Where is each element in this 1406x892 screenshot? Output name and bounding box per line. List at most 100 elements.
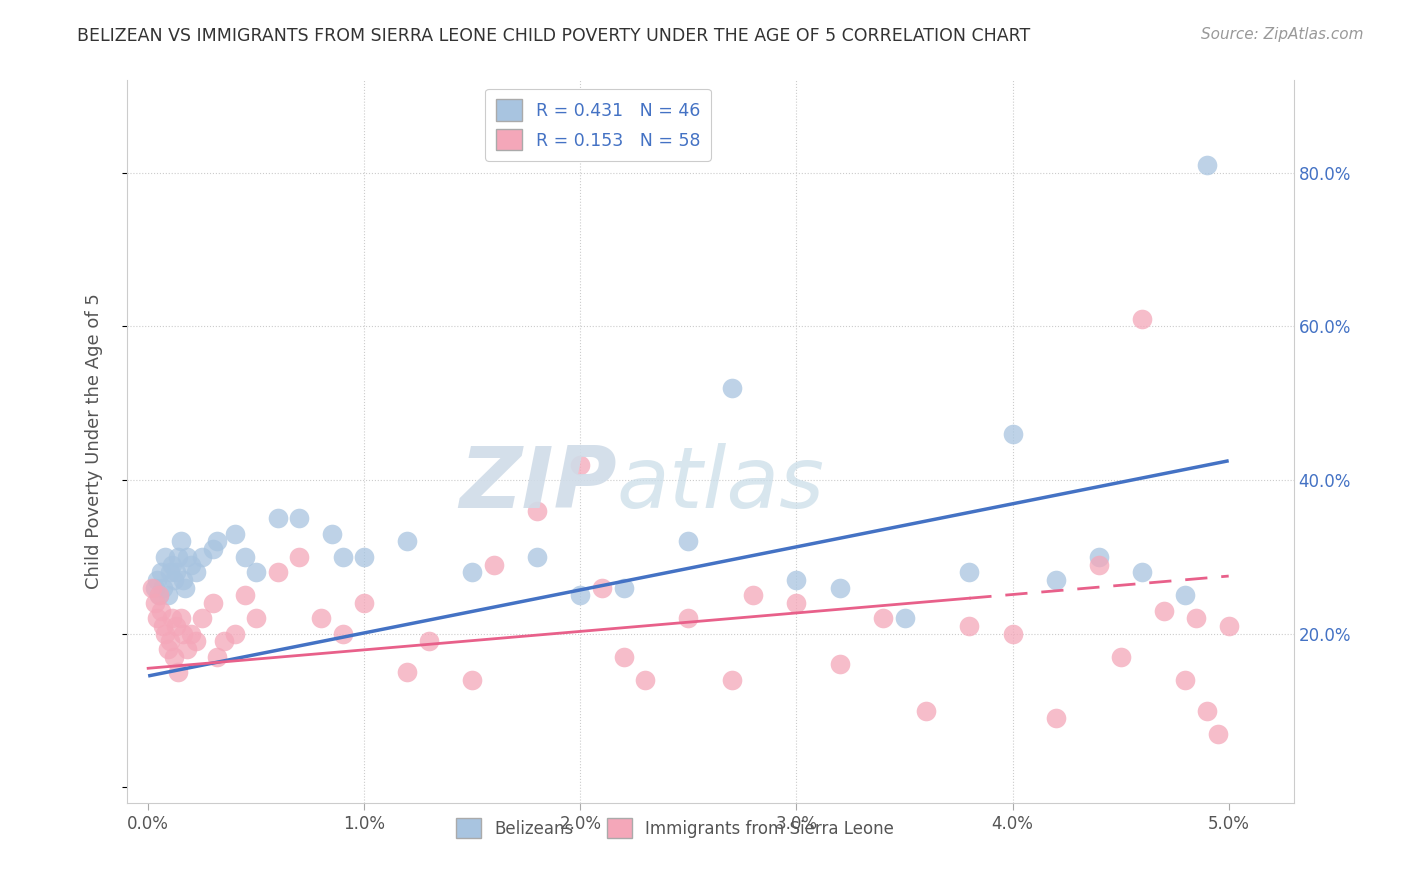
Point [569,588,592,602]
Point [396,534,419,549]
Point [742,588,765,602]
Point [174,581,197,595]
Point [915,704,938,718]
Point [184,565,207,579]
Legend: Belizeans, Immigrants from Sierra Leone: Belizeans, Immigrants from Sierra Leone [450,812,901,845]
Point [184,634,207,648]
Point [167,549,190,564]
Point [957,619,980,633]
Point [156,642,179,657]
Point [169,611,191,625]
Point [267,565,290,579]
Point [146,573,169,587]
Point [165,565,187,579]
Point [245,611,267,625]
Y-axis label: Child Poverty Under the Age of 5: Child Poverty Under the Age of 5 [84,293,103,590]
Point [224,626,246,640]
Point [461,565,484,579]
Point [1197,704,1219,718]
Point [150,565,173,579]
Point [156,588,179,602]
Point [172,573,194,587]
Point [148,588,170,602]
Point [1197,158,1219,172]
Point [155,626,177,640]
Point [155,549,177,564]
Point [160,611,183,625]
Point [396,665,419,680]
Point [1130,311,1153,326]
Point [172,626,194,640]
Point [191,611,214,625]
Point [152,619,174,633]
Point [526,504,548,518]
Point [634,673,657,687]
Point [201,596,224,610]
Point [1218,619,1240,633]
Point [353,549,375,564]
Point [526,549,548,564]
Point [678,534,700,549]
Point [176,642,198,657]
Point [1174,673,1197,687]
Point [152,581,174,595]
Point [143,581,166,595]
Point [267,511,290,525]
Point [1206,726,1229,740]
Point [321,526,343,541]
Text: ZIP: ZIP [458,443,617,526]
Point [872,611,894,625]
Point [785,573,807,587]
Point [165,619,187,633]
Point [180,558,202,572]
Point [332,626,354,640]
Point [569,458,592,472]
Point [191,549,214,564]
Point [148,588,170,602]
Point [1109,649,1132,664]
Point [332,549,354,564]
Point [678,611,700,625]
Point [461,673,484,687]
Point [169,534,191,549]
Point [288,511,311,525]
Point [180,626,202,640]
Point [785,596,807,610]
Point [235,549,257,564]
Point [613,649,636,664]
Point [201,542,224,557]
Text: atlas: atlas [617,443,825,526]
Point [1185,611,1208,625]
Point [418,634,440,648]
Point [720,673,742,687]
Point [1045,711,1067,725]
Point [1088,558,1111,572]
Point [143,596,166,610]
Point [235,588,257,602]
Point [720,381,742,395]
Point [893,611,915,625]
Point [159,634,181,648]
Point [1153,604,1175,618]
Point [1045,573,1067,587]
Point [224,526,246,541]
Point [207,649,229,664]
Point [482,558,505,572]
Point [288,549,311,564]
Point [957,565,980,579]
Point [176,549,198,564]
Point [207,534,229,549]
Point [353,596,375,610]
Point [613,581,636,595]
Point [163,649,186,664]
Text: Source: ZipAtlas.com: Source: ZipAtlas.com [1201,27,1364,42]
Point [167,665,190,680]
Point [212,634,235,648]
Point [1001,626,1024,640]
Point [245,565,267,579]
Text: BELIZEAN VS IMMIGRANTS FROM SIERRA LEONE CHILD POVERTY UNDER THE AGE OF 5 CORREL: BELIZEAN VS IMMIGRANTS FROM SIERRA LEONE… [77,27,1031,45]
Point [828,581,851,595]
Point [160,558,183,572]
Point [163,573,186,587]
Point [146,611,169,625]
